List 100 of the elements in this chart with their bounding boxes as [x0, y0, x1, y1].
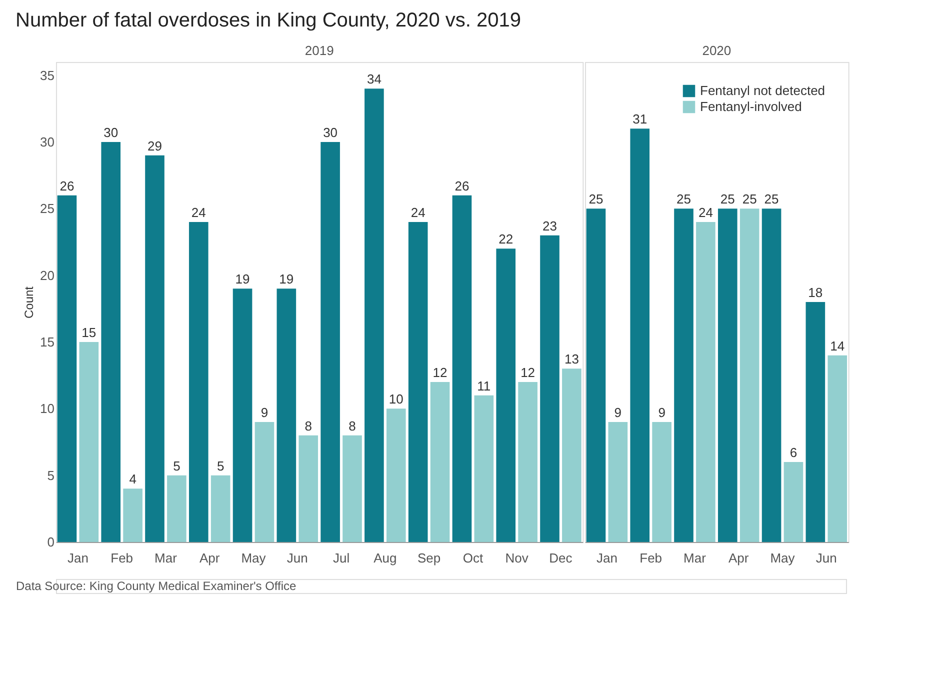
- data-label: 29: [148, 138, 162, 154]
- bar: [57, 195, 77, 542]
- bar: [562, 368, 582, 542]
- y-tick-label: 10: [40, 401, 54, 416]
- bar: [718, 208, 738, 542]
- bar: [342, 435, 362, 542]
- data-label: 22: [498, 232, 514, 247]
- source-note: Data Source: King County Medical Examiner's Office: [16, 579, 297, 593]
- data-label: 8: [348, 418, 356, 434]
- data-label: 25: [764, 192, 779, 207]
- y-tick-label: 5: [47, 468, 54, 483]
- bar: [806, 302, 826, 542]
- bar: [232, 288, 252, 542]
- x-tick-label: Nov: [505, 550, 529, 566]
- data-label: 24: [698, 205, 713, 220]
- data-label: 25: [742, 192, 757, 207]
- x-tick-label: Feb: [110, 550, 134, 566]
- data-label: 30: [104, 125, 118, 140]
- x-tick-label: Mar: [154, 550, 178, 566]
- legend-label: Fentanyl not detected: [700, 83, 826, 98]
- x-tick-label: Sep: [417, 550, 441, 566]
- bar: [386, 408, 406, 542]
- y-tick-label: 25: [40, 201, 54, 216]
- data-label: 6: [790, 445, 798, 460]
- x-tick-label: Jun: [816, 550, 837, 566]
- bar: [740, 208, 760, 542]
- bar: [188, 222, 208, 542]
- bar: [452, 195, 472, 542]
- bar: [496, 248, 516, 542]
- x-tick-label: Mar: [684, 550, 707, 566]
- x-tick-label: Feb: [640, 550, 662, 566]
- x-tick-label: Apr: [199, 550, 220, 566]
- data-label: 30: [323, 125, 338, 140]
- bar: [254, 422, 274, 542]
- data-label: 10: [388, 392, 404, 407]
- bar: [586, 208, 606, 542]
- x-tick-label: Jan: [596, 550, 618, 566]
- x-tick-label: Oct: [462, 550, 484, 566]
- x-tick-label: Jun: [286, 550, 308, 566]
- data-label: 14: [830, 338, 845, 354]
- x-tick-label: Jan: [67, 550, 88, 566]
- data-label: 5: [216, 458, 224, 474]
- y-tick-label: 35: [40, 68, 54, 83]
- data-label: 19: [235, 272, 250, 287]
- chart-title: Number of fatal overdoses in King County, 2020 vs. 2019: [16, 10, 521, 32]
- bar: [696, 222, 716, 542]
- data-label: 12: [520, 365, 536, 380]
- chart-subtitle: 2020: [702, 43, 732, 58]
- y-axis-title: Count: [22, 286, 36, 319]
- bar: [762, 208, 782, 542]
- data-label: 11: [477, 378, 491, 394]
- data-label: 8: [304, 418, 312, 434]
- data-label: 9: [614, 405, 622, 420]
- legend-label: Fentanyl-involved: [700, 99, 802, 114]
- bar: [608, 422, 628, 542]
- x-tick-label: Dec: [549, 550, 573, 566]
- data-label: 31: [632, 112, 648, 127]
- bar: [276, 288, 296, 542]
- bar: [540, 235, 560, 542]
- bar: [364, 88, 384, 542]
- bar: [210, 475, 230, 542]
- y-tick-label: 0: [47, 534, 54, 550]
- data-label: 24: [410, 205, 426, 220]
- data-label: 9: [260, 405, 268, 420]
- data-label: 12: [432, 365, 448, 380]
- data-label: 4: [129, 472, 136, 487]
- x-tick-label: Apr: [728, 550, 750, 566]
- y-tick-label: 30: [40, 134, 54, 150]
- data-label: 25: [720, 192, 735, 207]
- data-label: 25: [676, 192, 691, 207]
- x-tick-label: Aug: [374, 550, 397, 566]
- data-label: 23: [542, 218, 557, 234]
- data-label: 13: [564, 352, 579, 367]
- bar: [518, 382, 538, 542]
- x-tick-label: May: [770, 550, 796, 566]
- data-label: 24: [191, 205, 206, 220]
- x-tick-label: May: [241, 550, 266, 566]
- y-tick-label: 15: [40, 334, 54, 350]
- data-label: 26: [60, 178, 74, 194]
- bar: [167, 475, 186, 542]
- bar: [430, 382, 450, 542]
- bar: [408, 222, 428, 542]
- bar: [145, 155, 164, 542]
- x-tick-label: Jul: [332, 550, 350, 566]
- data-label: 19: [279, 272, 294, 287]
- bar: [652, 422, 672, 542]
- bar: [828, 355, 848, 542]
- bar: [101, 142, 121, 542]
- bar: [298, 435, 318, 542]
- chart-subtitle: 2019: [304, 43, 334, 58]
- bar: [784, 462, 804, 542]
- data-label: 26: [454, 178, 470, 194]
- bar: [79, 342, 99, 542]
- data-label: 5: [173, 458, 180, 474]
- bar: [674, 208, 694, 542]
- data-label: 18: [808, 285, 823, 300]
- data-label: 15: [82, 325, 96, 340]
- data-label: 25: [588, 192, 604, 207]
- y-tick-label: 20: [40, 268, 54, 283]
- bar: [123, 488, 142, 542]
